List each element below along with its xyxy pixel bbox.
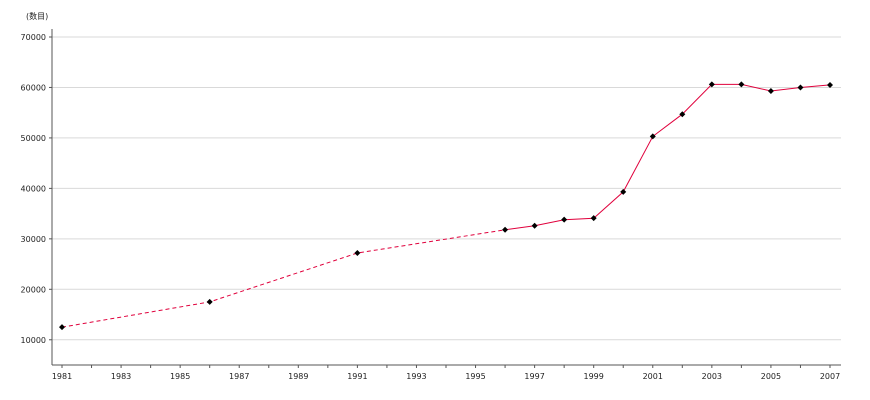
gridlines [52, 36, 841, 341]
x-tick-label: 1983 [111, 372, 131, 381]
x-tick-label: 2007 [820, 372, 840, 381]
x-tick-label: 2005 [761, 372, 781, 381]
x-tick-label: 1991 [347, 372, 367, 381]
y-tick-label: 70000 [21, 33, 46, 42]
x-tick-label: 1999 [584, 372, 604, 381]
x-tick-label: 1997 [524, 372, 544, 381]
series-lines [61, 83, 831, 328]
y-tick-label: 50000 [21, 134, 46, 143]
data-point-marker [59, 324, 65, 331]
series-line-solid [505, 83, 831, 231]
data-point-marker [354, 249, 361, 256]
axes [51, 29, 841, 366]
x-tick-label: 1985 [170, 372, 190, 381]
y-tick-label: 30000 [21, 235, 46, 244]
data-point-marker [679, 111, 686, 118]
y-tick-label: 40000 [21, 184, 46, 193]
x-tick-label: 1993 [406, 372, 426, 381]
data-markers [59, 81, 833, 331]
data-point-marker [738, 81, 745, 88]
data-point-marker [502, 226, 509, 233]
x-tick-label: 2001 [643, 372, 663, 381]
data-point-marker [797, 84, 804, 91]
data-point-marker [531, 222, 538, 229]
y-tick-label: 60000 [21, 83, 46, 92]
x-tick-label: 1987 [229, 372, 249, 381]
x-axis-ticks: 1981 1983 1985 1987 1989 1991 1993 1995 1997 1999… [52, 365, 840, 381]
x-tick-label: 1995 [465, 372, 485, 381]
data-point-marker [590, 215, 597, 222]
data-point-marker [708, 81, 715, 88]
y-tick-label: 20000 [21, 285, 46, 294]
data-point-marker [649, 133, 656, 140]
data-point-marker [767, 87, 774, 94]
data-point-marker [206, 298, 213, 305]
data-point-marker [561, 216, 568, 223]
data-point-marker [827, 81, 833, 88]
x-tick-label: 2003 [702, 372, 722, 381]
data-point-marker [620, 188, 627, 195]
x-tick-label: 1989 [288, 372, 308, 381]
y-axis-unit-label: (数目) [26, 11, 48, 21]
y-tick-label: 10000 [21, 336, 46, 345]
series-line-dashed [61, 229, 506, 328]
x-tick-label: 1981 [52, 372, 72, 381]
y-axis-ticks: 10000 20000 30000 40000 50000 60000 70000 [21, 33, 52, 345]
